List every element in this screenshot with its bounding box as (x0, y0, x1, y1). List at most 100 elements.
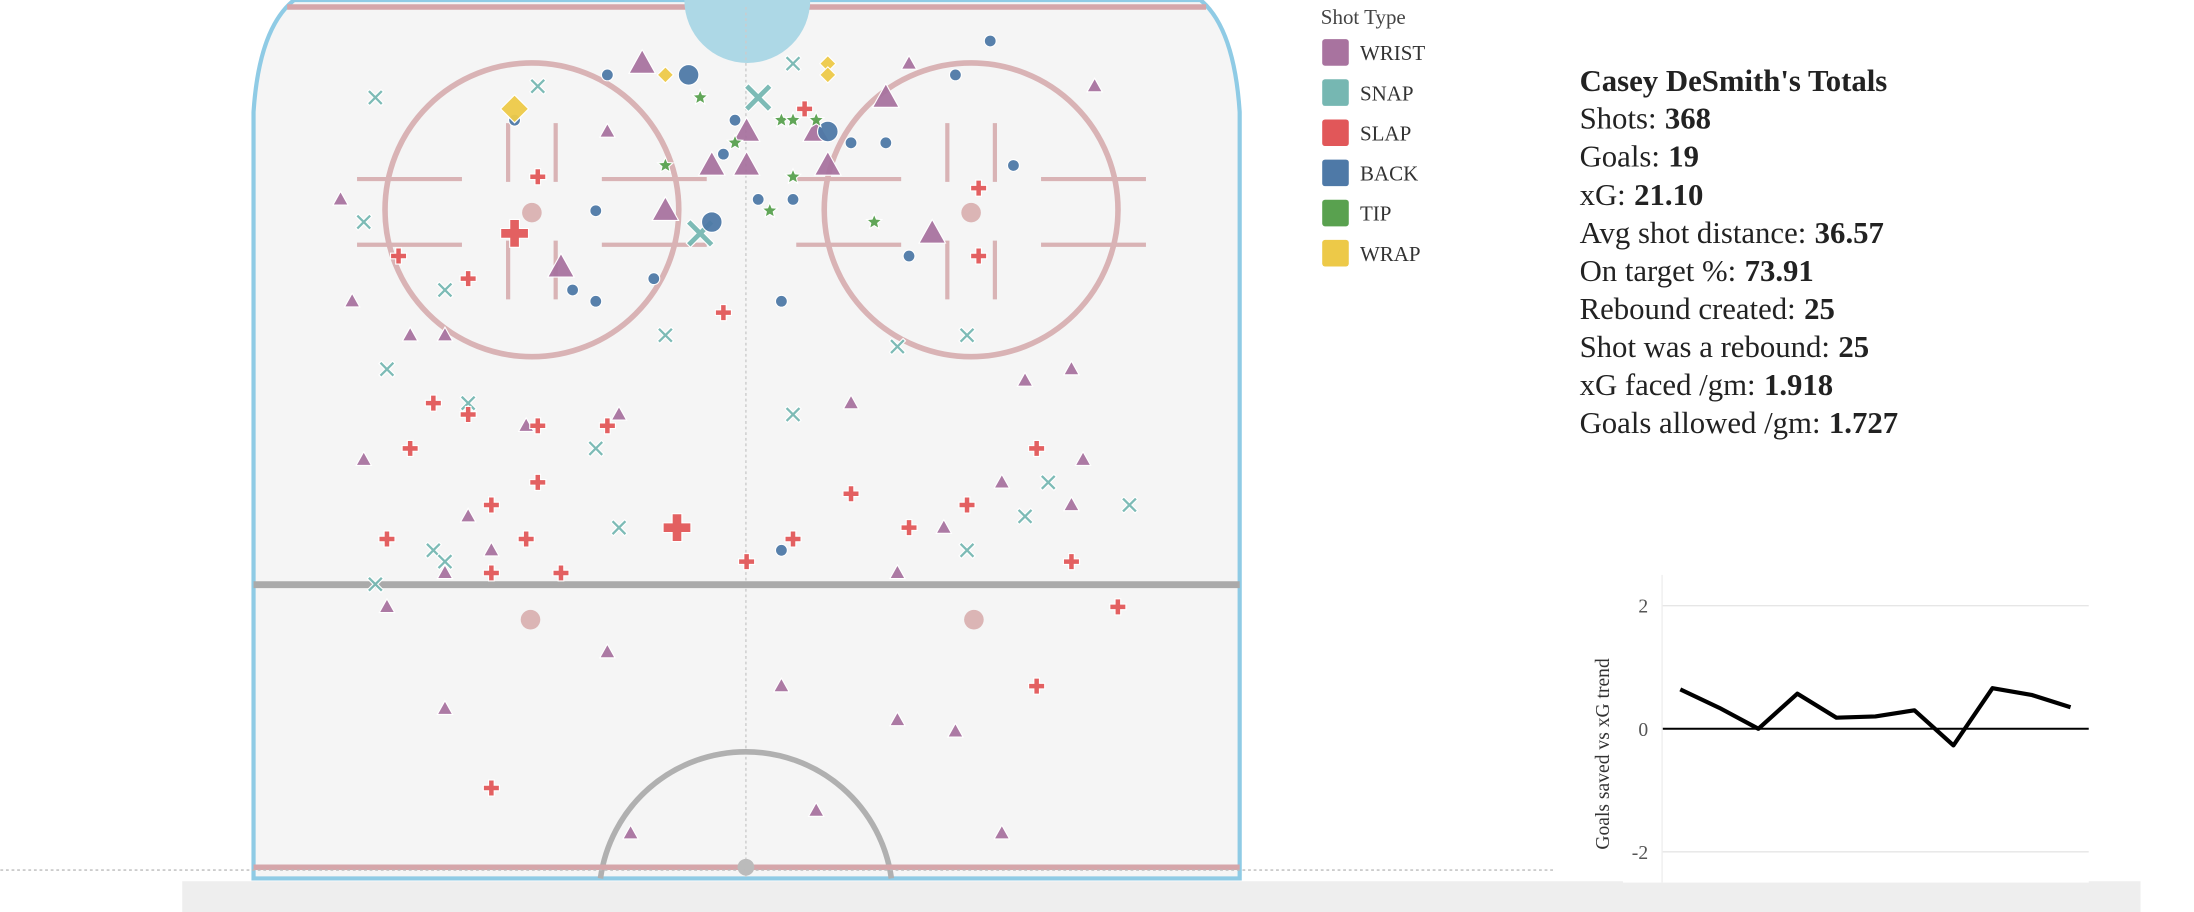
shot-marker (662, 513, 692, 543)
stat-value: 25 (1838, 330, 1869, 364)
stat-row: Rebound created: 25 (1580, 292, 1835, 326)
shot-marker (598, 642, 616, 659)
shot-marker (499, 94, 530, 124)
stat-value: 36.57 (1815, 216, 1884, 250)
stat-row: Avg shot distance: 36.57 (1580, 216, 1884, 250)
shot-marker (1039, 473, 1058, 492)
center-dot (737, 858, 755, 876)
shot-marker (844, 136, 858, 150)
shot-marker (1109, 598, 1127, 616)
shot-marker (1006, 158, 1020, 172)
shot-marker (610, 405, 628, 421)
shot-marks (331, 34, 1139, 840)
legend-swatch (1322, 159, 1349, 187)
shot-marker (621, 824, 640, 840)
stat-label: Goals: (1580, 140, 1660, 174)
shot-marker (1028, 677, 1046, 695)
shot-marker (900, 54, 918, 70)
shot-marker (331, 190, 350, 206)
bottom-bar (182, 881, 2141, 912)
shot-marker (725, 133, 745, 151)
stat-value: 25 (1804, 292, 1835, 326)
shot-marker (586, 439, 605, 458)
shot-marker (1028, 439, 1046, 458)
shot-marker (871, 82, 901, 108)
shot-marker (424, 394, 442, 412)
shot-marker (1062, 360, 1081, 376)
shot-marker (529, 417, 547, 435)
shot-marker (651, 195, 680, 222)
shot-marker (993, 824, 1011, 840)
shot-marker (732, 150, 761, 176)
legend-swatch (1322, 199, 1349, 227)
shot-marker (459, 507, 477, 523)
shot-marker (482, 496, 500, 514)
stat-value: 1.727 (1829, 406, 1898, 440)
legend-swatch (1322, 79, 1349, 106)
shot-marker (378, 530, 396, 548)
shot-marker (436, 699, 454, 715)
stats-title: Casey DeSmith's Totals (1580, 64, 1888, 98)
stat-label: Goals allowed /gm: (1580, 406, 1821, 440)
legend-label: BACK (1360, 162, 1418, 186)
shot-marker (993, 473, 1011, 489)
shot-marker (816, 120, 839, 143)
shot-marker (366, 88, 385, 107)
shot-marker (902, 249, 916, 263)
legend-swatch (1322, 239, 1349, 267)
y-tick-label: -2 (1632, 843, 1648, 864)
legend-title: Shot Type (1321, 5, 1406, 29)
shot-marker (1062, 495, 1081, 512)
shot-marker (818, 66, 837, 84)
shot-marker (600, 68, 614, 82)
shot-marker (647, 272, 661, 286)
shot-marker (677, 64, 700, 86)
crease (684, 0, 811, 63)
shot-marker (401, 439, 419, 458)
legend-label: TIP (1360, 202, 1391, 226)
shot-marker (528, 77, 547, 96)
rink (251, 0, 1242, 881)
shot-marker (786, 192, 800, 206)
shot-marker (783, 167, 803, 185)
shot-marker (482, 779, 500, 797)
center-circle (597, 748, 895, 879)
shot-marker (598, 122, 616, 138)
stat-row: Shots: 368 (1580, 102, 1712, 136)
shot-marker (436, 552, 454, 571)
shot-marker (983, 34, 997, 48)
shot-marker (888, 710, 907, 727)
stat-label: On target %: (1580, 254, 1737, 288)
shot-marker (783, 110, 803, 128)
shot-marker (796, 100, 814, 118)
shot-marker (566, 283, 580, 297)
stat-label: Shot was a rebound: (1580, 330, 1830, 364)
shot-marker (714, 304, 733, 322)
shot-marker (948, 68, 962, 82)
stat-row: xG faced /gm: 1.918 (1580, 368, 1834, 402)
shot-marker (552, 564, 570, 582)
stat-row: Goals allowed /gm: 1.727 (1580, 406, 1899, 440)
shot-marker (459, 270, 477, 288)
shot-marker (656, 66, 675, 84)
shot-marker (784, 530, 802, 548)
shot-marker (842, 393, 860, 410)
trend-chart: -2 0 2 Goals saved vs xG trend (1593, 574, 2089, 883)
shot-marker (482, 541, 500, 557)
stat-value: 368 (1665, 102, 1711, 136)
shot-marker (865, 212, 884, 230)
shot-marker (807, 801, 825, 817)
shot-marker (751, 192, 765, 206)
faceoff-dot (522, 202, 542, 223)
shot-marker (946, 722, 965, 738)
shot-marker (716, 147, 730, 161)
shot-marker (628, 48, 657, 74)
shot-marker (784, 405, 802, 424)
stat-label: Rebound created: (1580, 292, 1796, 326)
shot-marker (970, 247, 988, 265)
shot-marker (1062, 553, 1081, 571)
y-tick-label: 2 (1638, 597, 1648, 618)
shot-marker (436, 563, 454, 580)
